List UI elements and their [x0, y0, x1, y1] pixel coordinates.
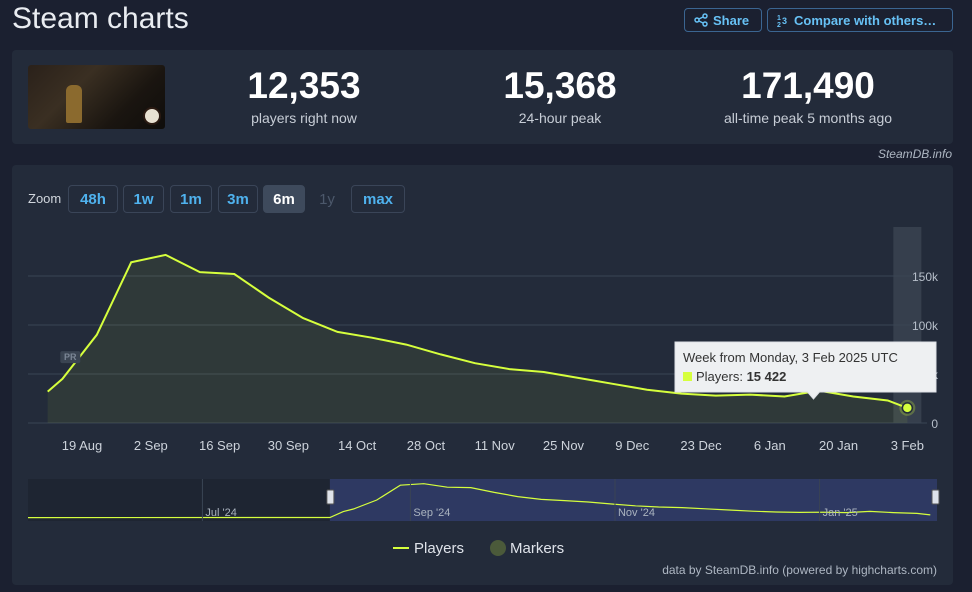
tooltip-title: Week from Monday, 3 Feb 2025 UTC — [683, 350, 898, 365]
tooltip-series: Players: 15 422 — [696, 369, 786, 384]
tooltip-box — [674, 341, 937, 400]
share-button[interactable]: Share — [684, 8, 762, 32]
stat-label: 24-hour peak — [518, 110, 602, 126]
x-tick-label: 20 Jan — [819, 438, 858, 453]
stat-players-now: 12,353 players right now — [174, 65, 434, 127]
x-tick-label: 25 Nov — [543, 438, 585, 453]
marker-badge-label: PR — [64, 352, 77, 362]
navigator-handle — [326, 489, 335, 505]
zoom-1m-button[interactable]: 1m — [170, 185, 212, 213]
navigator-handle — [931, 489, 940, 505]
zoom-max-button[interactable]: max — [351, 185, 405, 213]
x-tick-label: 11 Nov — [475, 438, 516, 453]
stat-label: players right now — [251, 110, 357, 126]
x-tick-label: 16 Sep — [199, 438, 240, 453]
stat-24h-peak: 15,368 24-hour peak — [430, 65, 690, 127]
svg-text:1: 1 — [777, 15, 781, 22]
steamdb-credit: SteamDB.info — [877, 147, 952, 161]
x-tick-label: 9 Dec — [615, 438, 649, 453]
tooltip-value: 15 422 — [747, 369, 787, 384]
x-tick-label: 30 Sep — [268, 438, 309, 453]
navigator-label: Sep '24 — [413, 507, 450, 519]
svg-text:3: 3 — [782, 16, 787, 26]
zoom-label: Zoom — [28, 191, 62, 206]
legend-players-label: Players — [414, 540, 464, 557]
navigator-selection — [329, 479, 937, 521]
zoom-1y-button: 1y — [319, 190, 335, 208]
players-area — [47, 254, 908, 423]
tooltip-swatch — [683, 372, 692, 381]
share-label: Share — [713, 12, 750, 28]
x-tick-label: 6 Jan — [754, 438, 786, 453]
x-tick-label: 14 Oct — [338, 438, 377, 453]
navigator-label: Nov '24 — [618, 507, 655, 519]
svg-text:2: 2 — [777, 22, 781, 27]
chart-footer: data by SteamDB.info (powered by highcha… — [662, 563, 937, 577]
zoom-6m-button[interactable]: 6m — [263, 185, 305, 213]
legend-markers-symbol — [490, 540, 506, 556]
navigator-line — [27, 483, 931, 519]
x-tick-label: 3 Feb — [891, 438, 924, 453]
stat-value: 171,490 — [741, 65, 875, 106]
share-icon — [694, 13, 708, 27]
page-title: Steam charts — [12, 2, 189, 35]
legend-markers-label: Markers — [510, 540, 564, 557]
y-tick-label: 0 — [931, 417, 938, 431]
zoom-3m-button[interactable]: 3m — [218, 185, 258, 213]
zoom-48h-button[interactable]: 48h — [68, 185, 118, 213]
game-emblem-icon — [143, 107, 161, 125]
y-tick-label: 150k — [912, 270, 939, 284]
x-tick-label: 19 Aug — [62, 438, 103, 453]
zoom-1w-button[interactable]: 1w — [123, 185, 164, 213]
navigator-label: Jan '25 — [823, 507, 858, 519]
y-tick-label: 100k — [912, 319, 939, 333]
stat-all-time-peak: 171,490 all-time peak 5 months ago — [678, 65, 938, 127]
data-point — [901, 402, 914, 414]
compare-label: Compare with others… — [794, 12, 937, 28]
stat-value: 12,353 — [247, 65, 361, 106]
x-tick-label: 2 Sep — [134, 438, 168, 453]
stats-panel: 12,353 players right now 15,368 24-hour … — [12, 50, 953, 144]
game-thumbnail[interactable] — [28, 65, 165, 129]
stat-label: all-time peak 5 months ago — [723, 110, 893, 126]
x-tick-label: 28 Oct — [407, 438, 446, 453]
marker-badge — [60, 351, 81, 364]
players-line — [47, 253, 908, 409]
stat-value: 15,368 — [503, 65, 617, 106]
x-tick-label: 23 Dec — [680, 438, 722, 453]
compare-icon: 12 3 — [777, 15, 787, 27]
thumbnail-figure — [66, 85, 82, 123]
navigator-label: Jul '24 — [205, 507, 236, 519]
